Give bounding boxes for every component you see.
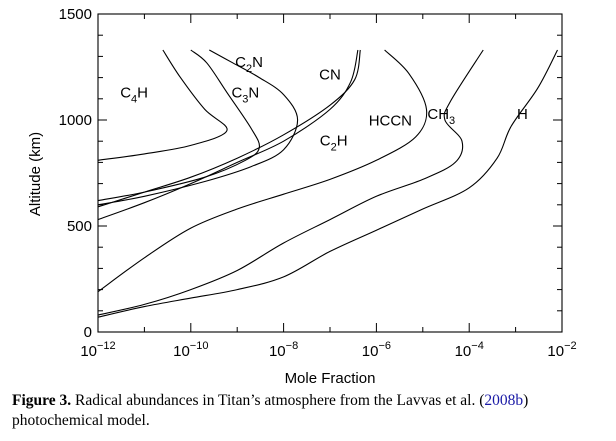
y-tick-label: 1000 [59,112,92,129]
axis-tick-labels: 10−12 10−10 10−8 10−6 10−4 10−2 0 500 1000 1500 [59,6,577,360]
x-axis-title: Mole Fraction [285,370,376,387]
caption-text-end: ) photochemical model. [12,392,529,429]
curve-c2h [97,49,359,221]
curve-label-c3n: C3N [231,85,259,106]
curve-cn [97,49,361,208]
plot-area: 10−12 10−10 10−8 10−6 10−4 10−2 0 500 1000 1500 C… [59,6,577,360]
figure-caption: Figure 3. Radical abundances in Titan’s … [12,391,604,431]
y-axis-title: Altitude (km) [27,132,44,216]
axis-ticks [97,13,563,333]
curve-label-c2h: C2H [320,132,348,153]
caption-citation-link[interactable]: 2008b [484,392,524,409]
x-tick-label: 10−12 [80,340,115,360]
curve-ch3 [97,49,484,316]
y-tick-label: 1500 [59,6,92,23]
x-tick-label: 10−4 [455,340,484,360]
plot-frame [97,13,563,333]
curves [97,49,558,318]
caption-figure-label: Figure 3. [12,392,72,409]
curve-label-ch3: CH3 [427,106,455,127]
y-tick-label: 0 [84,324,92,341]
curve-label-c4h: C4H [120,85,148,106]
curve-c3n [97,49,261,202]
curve-hccn [97,49,428,293]
curve-label-cn: CN [319,67,341,84]
x-tick-label: 10−2 [547,340,576,360]
curve-h [97,49,558,318]
x-tick-label: 10−8 [269,340,298,360]
curve-label-hccn: HCCN [369,112,412,129]
curve-c4h [97,49,228,161]
y-tick-label: 500 [67,218,92,235]
x-tick-label: 10−6 [362,340,391,360]
x-tick-label: 10−10 [173,340,208,360]
caption-text: Radical abundances in Titan’s atmosphere… [71,392,485,409]
altitude-mole-fraction-chart: 10−12 10−10 10−8 10−6 10−4 10−2 0 500 1000 1500 C… [27,6,577,387]
curve-c2n [97,49,299,206]
curve-label-c2n: C2N [235,54,263,75]
curve-labels: C4H C3N C2N CN C2H HCCN CH3 H [120,54,528,153]
curve-label-h: H [517,106,528,123]
